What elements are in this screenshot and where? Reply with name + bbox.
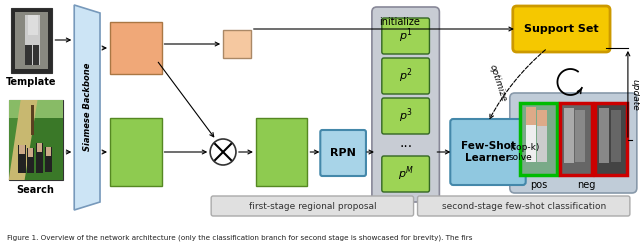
Bar [9, 100, 63, 180]
Bar [9, 118, 20, 180]
Text: Figure 1. Overview of the network architecture (only the classification branch f: Figure 1. Overview of the network archit… [7, 235, 472, 241]
FancyBboxPatch shape [382, 98, 429, 134]
Text: Siamese Backbone: Siamese Backbone [83, 63, 92, 151]
Polygon shape [9, 100, 38, 180]
Bar [110, 118, 161, 186]
Text: $p^2$: $p^2$ [399, 67, 413, 85]
Bar [36, 143, 42, 152]
Bar [47, 147, 51, 156]
Text: RPN: RPN [330, 148, 356, 158]
Bar [595, 103, 627, 175]
Bar [525, 107, 536, 125]
Bar [536, 110, 547, 126]
Bar [24, 45, 31, 65]
Bar [520, 103, 557, 175]
FancyBboxPatch shape [451, 119, 525, 185]
Bar [31, 105, 33, 135]
Text: neg: neg [577, 180, 595, 190]
Text: optimize: optimize [488, 63, 508, 103]
Text: first-stage regional proposal: first-stage regional proposal [248, 201, 376, 210]
Bar [561, 103, 592, 175]
Text: second-stage few-shot classification: second-stage few-shot classification [442, 201, 606, 210]
Bar [45, 147, 52, 172]
Text: Template: Template [6, 77, 57, 87]
FancyBboxPatch shape [513, 6, 610, 52]
Text: $p^3$: $p^3$ [399, 107, 413, 125]
Text: Support Set: Support Set [524, 24, 599, 34]
Bar [564, 108, 574, 163]
Bar [35, 143, 44, 173]
Bar [599, 108, 609, 163]
Bar [9, 118, 63, 180]
Text: $p^M$: $p^M$ [397, 165, 413, 183]
Bar [536, 110, 547, 162]
Circle shape [210, 139, 236, 165]
FancyBboxPatch shape [320, 130, 366, 176]
Text: $p^1$: $p^1$ [399, 27, 413, 45]
Bar [575, 110, 585, 162]
Bar [33, 45, 40, 65]
Bar [256, 118, 307, 186]
Bar [110, 22, 161, 74]
Bar [27, 148, 33, 173]
Text: Few-Shot
Learner: Few-Shot Learner [461, 141, 515, 163]
Text: Search: Search [17, 185, 54, 195]
Text: initialize: initialize [380, 17, 420, 27]
FancyBboxPatch shape [211, 196, 413, 216]
FancyBboxPatch shape [372, 7, 440, 202]
Bar [18, 145, 26, 173]
Text: pos: pos [530, 180, 547, 190]
Bar [611, 110, 621, 162]
Text: ...: ... [399, 136, 412, 150]
FancyBboxPatch shape [417, 196, 630, 216]
Bar [223, 30, 251, 58]
Bar [11, 8, 52, 73]
FancyBboxPatch shape [382, 18, 429, 54]
Text: solve: solve [509, 154, 532, 163]
Text: (top-k): (top-k) [509, 144, 540, 153]
Bar [28, 15, 38, 35]
Polygon shape [74, 5, 100, 210]
FancyBboxPatch shape [382, 58, 429, 94]
FancyBboxPatch shape [510, 93, 637, 193]
Text: update: update [630, 79, 639, 111]
Bar [525, 107, 536, 162]
Bar [9, 100, 63, 118]
Bar [28, 148, 33, 157]
Bar [19, 145, 24, 154]
FancyBboxPatch shape [382, 156, 429, 192]
Bar [15, 12, 49, 69]
Bar [24, 15, 40, 65]
